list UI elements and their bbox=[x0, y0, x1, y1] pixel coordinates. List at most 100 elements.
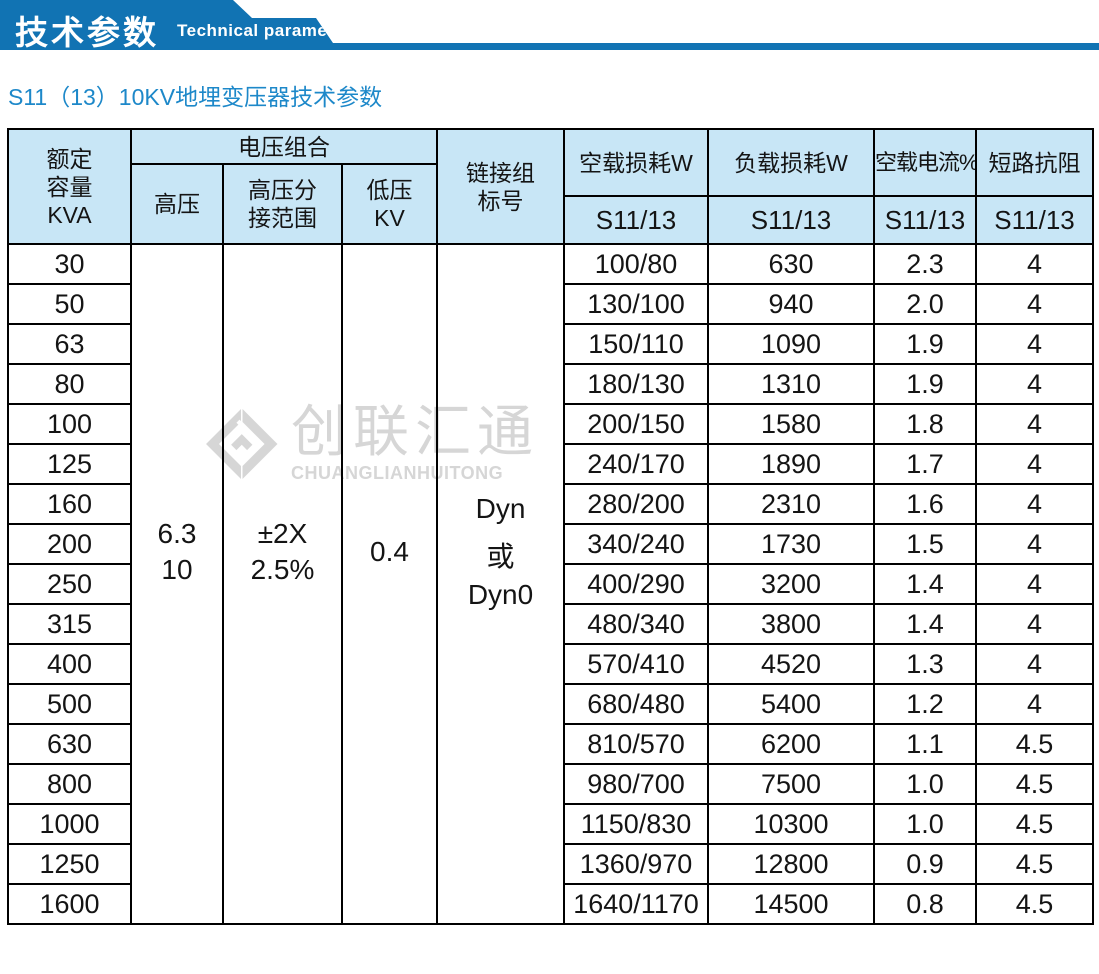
impedance-cell: 4 bbox=[975, 563, 1095, 605]
table-row: 630 810/570 6200 1.1 4.5 bbox=[7, 723, 1095, 765]
load-loss-cell: 10300 bbox=[707, 803, 876, 845]
capacity-cell: 315 bbox=[7, 603, 132, 645]
noload-loss-cell: 340/240 bbox=[563, 523, 710, 565]
impedance-cell: 4.5 bbox=[975, 843, 1095, 885]
noload-current-cell: 0.8 bbox=[873, 883, 978, 925]
impedance-cell: 4 bbox=[975, 483, 1095, 525]
load-loss-cell: 12800 bbox=[707, 843, 876, 885]
header-hv-tap: 高压分 接范围 bbox=[222, 163, 343, 245]
header-sub-noload: S11/13 bbox=[563, 195, 710, 245]
load-loss-cell: 940 bbox=[707, 283, 876, 325]
noload-loss-cell: 240/170 bbox=[563, 443, 710, 485]
table-row: 1000 1150/830 10300 1.0 4.5 bbox=[7, 803, 1095, 845]
header-load-loss: 负载损耗W bbox=[707, 128, 876, 197]
impedance-cell: 4 bbox=[975, 323, 1095, 365]
impedance-cell: 4 bbox=[975, 243, 1095, 285]
header-noload-current: 空载电流% bbox=[873, 128, 978, 197]
noload-loss-cell: 980/700 bbox=[563, 763, 710, 805]
banner: 技术参数 Technical parameter bbox=[0, 0, 1099, 50]
load-loss-cell: 630 bbox=[707, 243, 876, 285]
load-loss-cell: 1580 bbox=[707, 403, 876, 445]
header-impedance: 短路抗阻 bbox=[975, 128, 1095, 197]
header-voltage-group: 电压组合 bbox=[129, 128, 439, 165]
impedance-cell: 4 bbox=[975, 643, 1095, 685]
table-body: 30 6.3 10 ±2X 2.5% 0.4 Dyn bbox=[7, 243, 1095, 925]
table-row: 200 340/240 1730 1.5 4 bbox=[7, 523, 1095, 565]
table-row: 500 680/480 5400 1.2 4 bbox=[7, 683, 1095, 725]
capacity-cell: 800 bbox=[7, 763, 132, 805]
noload-loss-cell: 400/290 bbox=[563, 563, 710, 605]
noload-current-cell: 1.4 bbox=[873, 563, 978, 605]
impedance-cell: 4.5 bbox=[975, 763, 1095, 805]
table-row: 125 240/170 1890 1.7 4 bbox=[7, 443, 1095, 485]
load-loss-cell: 14500 bbox=[707, 883, 876, 925]
header-noload-loss: 空载损耗W bbox=[563, 128, 710, 197]
load-loss-cell: 7500 bbox=[707, 763, 876, 805]
impedance-cell: 4.5 bbox=[975, 883, 1095, 925]
load-loss-cell: 1310 bbox=[707, 363, 876, 405]
noload-current-cell: 1.1 bbox=[873, 723, 978, 765]
noload-loss-cell: 1150/830 bbox=[563, 803, 710, 845]
header-sub-impedance: S11/13 bbox=[975, 195, 1095, 245]
table-row: 315 480/340 3800 1.4 4 bbox=[7, 603, 1095, 645]
header-connection: 链接组 标号 bbox=[436, 128, 566, 245]
load-loss-cell: 1730 bbox=[707, 523, 876, 565]
noload-current-cell: 1.0 bbox=[873, 803, 978, 845]
impedance-cell: 4 bbox=[975, 443, 1095, 485]
table-row: 100 200/150 1580 1.8 4 bbox=[7, 403, 1095, 445]
hv-merged-cell: 6.3 10 bbox=[130, 243, 224, 925]
noload-loss-cell: 200/150 bbox=[563, 403, 710, 445]
load-loss-cell: 2310 bbox=[707, 483, 876, 525]
noload-current-cell: 1.9 bbox=[873, 363, 978, 405]
banner-subtitle: Technical parameter bbox=[177, 21, 351, 40]
noload-loss-cell: 180/130 bbox=[563, 363, 710, 405]
noload-current-cell: 1.7 bbox=[873, 443, 978, 485]
impedance-cell: 4 bbox=[975, 683, 1095, 725]
capacity-cell: 125 bbox=[7, 443, 132, 485]
noload-loss-cell: 1640/1170 bbox=[563, 883, 710, 925]
load-loss-cell: 3200 bbox=[707, 563, 876, 605]
noload-current-cell: 1.8 bbox=[873, 403, 978, 445]
noload-current-cell: 1.0 bbox=[873, 763, 978, 805]
capacity-cell: 63 bbox=[7, 323, 132, 365]
noload-current-cell: 2.0 bbox=[873, 283, 978, 325]
parameters-table-wrap: 额定 容量 KVA 电压组合 链接组 标号 空载损耗W 负载损耗W 空载电流% … bbox=[7, 128, 1095, 925]
noload-loss-cell: 130/100 bbox=[563, 283, 710, 325]
table-row: 160 280/200 2310 1.6 4 bbox=[7, 483, 1095, 525]
noload-loss-cell: 150/110 bbox=[563, 323, 710, 365]
noload-loss-cell: 280/200 bbox=[563, 483, 710, 525]
load-loss-cell: 6200 bbox=[707, 723, 876, 765]
header-hv: 高压 bbox=[130, 163, 224, 245]
header-sub-current: S11/13 bbox=[873, 195, 978, 245]
noload-current-cell: 1.9 bbox=[873, 323, 978, 365]
capacity-cell: 50 bbox=[7, 283, 132, 325]
table-row: 50 130/100 940 2.0 4 bbox=[7, 283, 1095, 325]
capacity-cell: 100 bbox=[7, 403, 132, 445]
lv-merged-cell: 0.4 bbox=[340, 243, 439, 925]
noload-loss-cell: 1360/970 bbox=[563, 843, 710, 885]
parameters-table: 额定 容量 KVA 电压组合 链接组 标号 空载损耗W 负载损耗W 空载电流% … bbox=[7, 128, 1095, 925]
table-row: 400 570/410 4520 1.3 4 bbox=[7, 643, 1095, 685]
noload-loss-cell: 480/340 bbox=[563, 603, 710, 645]
impedance-cell: 4 bbox=[975, 603, 1095, 645]
impedance-cell: 4 bbox=[975, 403, 1095, 445]
table-row: 80 180/130 1310 1.9 4 bbox=[7, 363, 1095, 405]
noload-loss-cell: 680/480 bbox=[563, 683, 710, 725]
capacity-cell: 200 bbox=[7, 523, 132, 565]
noload-current-cell: 1.2 bbox=[873, 683, 978, 725]
table-row: 1600 1640/1170 14500 0.8 4.5 bbox=[7, 883, 1095, 925]
capacity-cell: 1600 bbox=[7, 883, 132, 925]
load-loss-cell: 4520 bbox=[707, 643, 876, 685]
banner-title: 技术参数 bbox=[15, 14, 159, 51]
load-loss-cell: 5400 bbox=[707, 683, 876, 725]
impedance-cell: 4 bbox=[975, 523, 1095, 565]
capacity-cell: 80 bbox=[7, 363, 132, 405]
header-lv: 低压 KV bbox=[340, 163, 439, 245]
noload-current-cell: 2.3 bbox=[873, 243, 978, 285]
capacity-cell: 630 bbox=[7, 723, 132, 765]
noload-current-cell: 1.3 bbox=[873, 643, 978, 685]
capacity-cell: 1000 bbox=[7, 803, 132, 845]
table-row: 800 980/700 7500 1.0 4.5 bbox=[7, 763, 1095, 805]
noload-current-cell: 0.9 bbox=[873, 843, 978, 885]
capacity-cell: 160 bbox=[7, 483, 132, 525]
